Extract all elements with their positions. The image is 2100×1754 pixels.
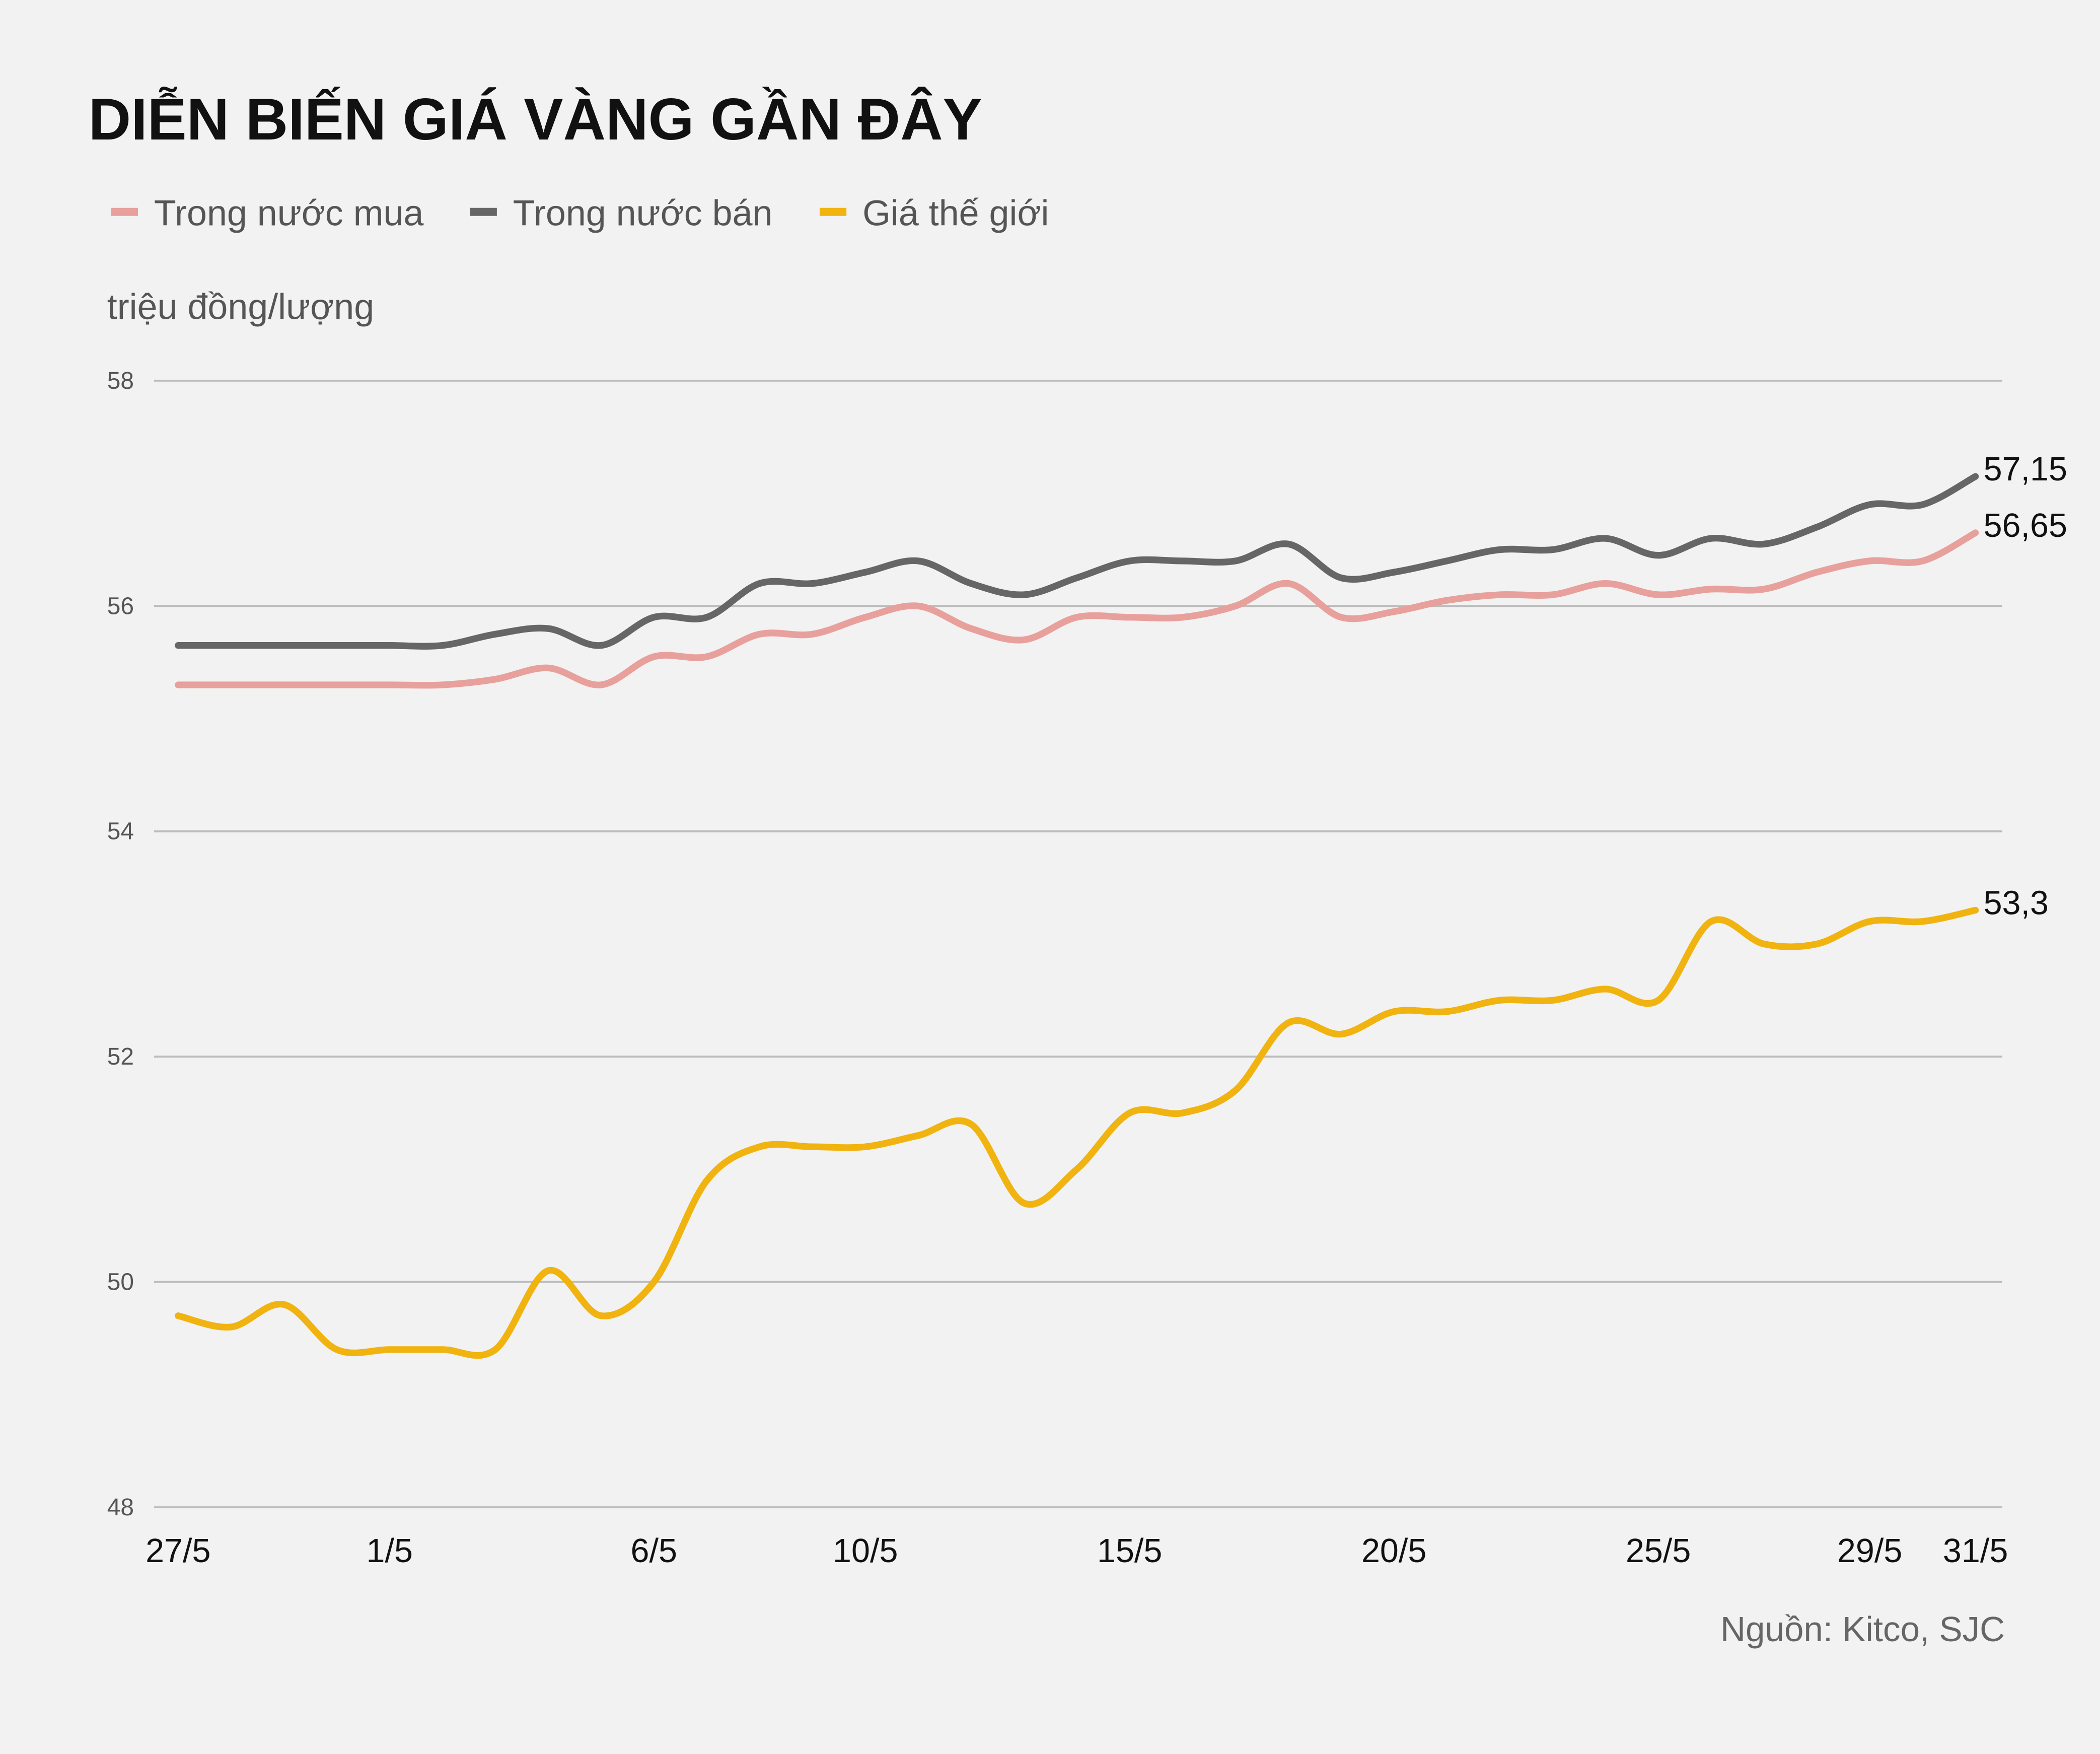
- series-line: [175, 529, 1979, 689]
- legend-label: Trong nước mua: [154, 193, 424, 233]
- series-line: [175, 473, 1979, 650]
- x-tick-label: 10/5: [833, 1532, 898, 1570]
- data-label: 53,3: [1984, 884, 2049, 922]
- chart-title: DIỄN BIẾN GIÁ VÀNG GẦN ĐÂY: [89, 86, 982, 152]
- x-tick-label: 25/5: [1626, 1532, 1691, 1570]
- y-tick-label: 50: [107, 1269, 134, 1296]
- y-tick-label: 58: [107, 368, 134, 394]
- legend-label: Trong nước bán: [513, 193, 773, 233]
- y-axis-label: triệu đồng/lượng: [107, 287, 374, 327]
- y-tick-label: 56: [107, 593, 134, 619]
- legend-label: Giá thế giới: [862, 193, 1049, 233]
- x-tick-label: 31/5: [1943, 1532, 2008, 1570]
- data-label: 56,65: [1984, 507, 2067, 544]
- x-tick-label: 27/5: [146, 1532, 210, 1570]
- data-label: 57,15: [1984, 451, 2067, 488]
- x-tick-label: 20/5: [1361, 1532, 1426, 1570]
- y-tick-label: 48: [107, 1494, 134, 1521]
- x-tick-label: 29/5: [1837, 1532, 1902, 1570]
- x-tick-label: 15/5: [1097, 1532, 1162, 1570]
- x-tick-label: 1/5: [367, 1532, 413, 1570]
- y-tick-label: 52: [107, 1043, 134, 1070]
- series-line: [175, 906, 1979, 1359]
- y-tick-label: 54: [107, 818, 134, 845]
- x-tick-label: 6/5: [631, 1532, 677, 1570]
- source: Nguồn: Kitco, SJC: [1720, 1609, 2005, 1649]
